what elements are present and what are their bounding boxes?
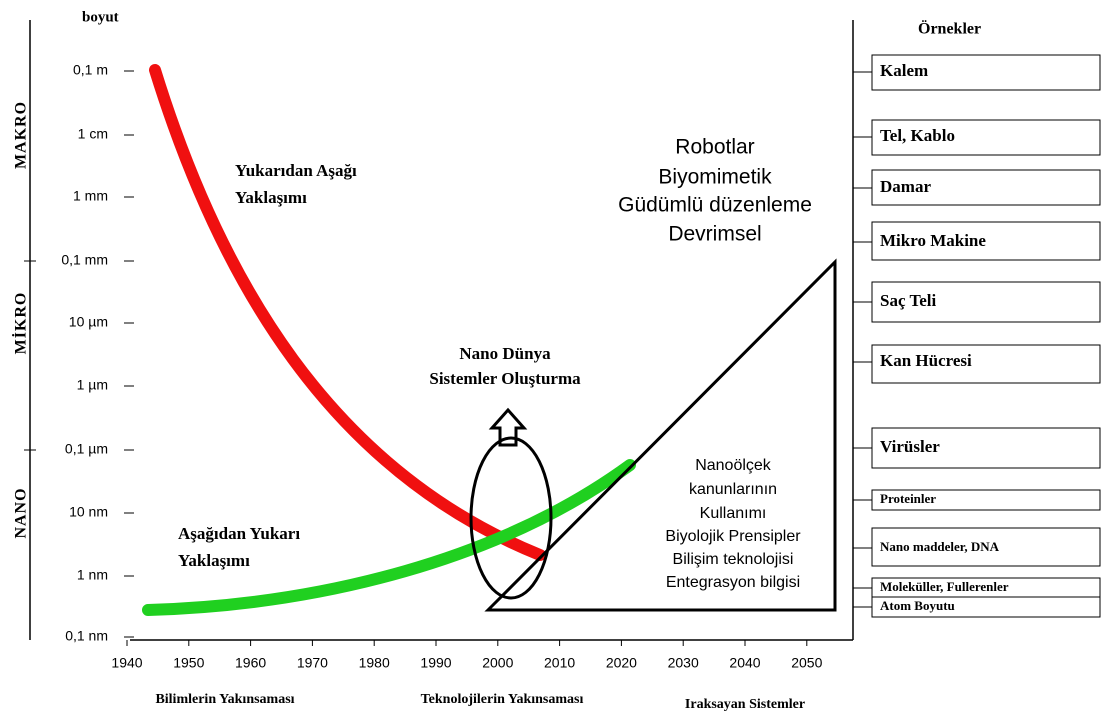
year-tick-label: 2030 — [668, 655, 699, 671]
nanoscale-text: Nanoölçek — [695, 457, 772, 474]
size-tick-label: 0,1 m — [73, 62, 108, 78]
example-label: Virüsler — [880, 437, 940, 456]
example-box — [871, 344, 1101, 384]
year-tick-label: 2040 — [729, 655, 760, 671]
region-label: NANO — [13, 487, 30, 538]
example-box — [871, 527, 1101, 567]
nanoscale-text: Biyolojik Prensipler — [665, 528, 801, 545]
example-label: Mikro Makine — [880, 231, 986, 250]
size-tick-label: 1 cm — [78, 126, 108, 142]
top-down-curve — [149, 64, 546, 561]
size-tick-label: 1 mm — [73, 188, 108, 204]
future-text: Güdümlü düzenleme — [618, 194, 812, 217]
region-label: MAKRO — [13, 101, 30, 169]
example-label: Saç Teli — [880, 291, 936, 310]
nanoscale-text: Entegrasyon bilgisi — [666, 574, 800, 591]
phase-label: Iraksayan Sistemler — [685, 697, 805, 712]
size-tick-label: 0,1 µm — [65, 441, 108, 457]
example-label: Kan Hücresi — [880, 351, 972, 370]
year-tick-label: 1990 — [420, 655, 451, 671]
year-tick-label: 2020 — [606, 655, 637, 671]
phase-label: Bilimlerin Yakınsaması — [155, 692, 294, 707]
size-tick-label: 10 nm — [69, 504, 108, 520]
nanoscale-text: Bilişim teknolojisi — [673, 551, 794, 568]
year-tick-label: 2000 — [482, 655, 513, 671]
future-text: Biyomimetik — [658, 166, 772, 189]
example-box — [871, 221, 1101, 261]
example-label: Kalem — [880, 61, 928, 80]
bottom-up-curve — [142, 459, 636, 616]
size-tick-label: 0,1 nm — [65, 628, 108, 644]
example-label: Damar — [880, 177, 931, 196]
nanoscale-text: Kullanımı — [700, 505, 767, 522]
nano-world-text: Sistemler Oluşturma — [429, 369, 581, 388]
example-label: Proteinler — [880, 491, 936, 506]
example-label: Moleküller, Fullerenler — [880, 579, 1009, 594]
up-arrow — [488, 407, 528, 447]
example-label: Tel, Kablo — [880, 126, 955, 145]
year-tick-label: 1960 — [235, 655, 266, 671]
examples-title: Örnekler — [918, 20, 981, 38]
axes — [29, 20, 854, 641]
nanoscale-text: kanunlarının — [689, 481, 777, 498]
future-text: Robotlar — [675, 136, 754, 159]
size-tick-label: 10 µm — [69, 314, 108, 330]
axis-label: boyut — [82, 9, 119, 25]
ellipse — [469, 436, 553, 600]
triangle — [484, 258, 837, 612]
bottom-up-text: Aşağıdan Yukarı — [178, 524, 300, 543]
nano-world-text: Nano Dünya — [459, 344, 551, 363]
bottom-up-text: Yaklaşımı — [178, 551, 250, 570]
year-tick-label: 2050 — [791, 655, 822, 671]
size-tick-label: 0,1 mm — [61, 252, 108, 268]
example-label: Nano maddeler, DNA — [880, 539, 1000, 554]
size-tick-label: 1 µm — [77, 377, 108, 393]
phase-label: Teknolojilerin Yakınsaması — [421, 692, 584, 707]
year-tick-label: 1950 — [173, 655, 204, 671]
year-tick-label: 2010 — [544, 655, 575, 671]
year-tick-label: 1970 — [297, 655, 328, 671]
example-label: Atom Boyutu — [880, 598, 955, 613]
top-down-text: Yukarıdan Aşağı — [235, 161, 357, 180]
year-tick-label: 1980 — [359, 655, 390, 671]
future-text: Devrimsel — [668, 223, 761, 246]
size-tick-label: 1 nm — [77, 567, 108, 583]
year-tick-label: 1940 — [111, 655, 142, 671]
region-label: MİKRO — [11, 292, 30, 355]
top-down-text: Yaklaşımı — [235, 188, 307, 207]
